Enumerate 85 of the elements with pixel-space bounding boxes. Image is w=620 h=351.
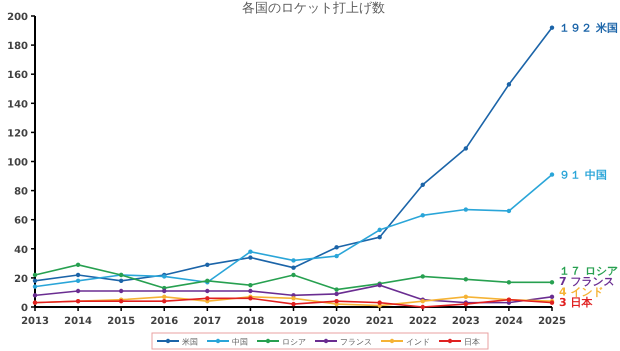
y-tick-label: 120 [7, 128, 28, 140]
point [464, 146, 468, 151]
x-tick-label: 2017 [193, 316, 222, 327]
legend-label: 日本 [464, 338, 480, 346]
legend-label: フランス [340, 338, 372, 346]
point [377, 300, 382, 305]
point [162, 298, 166, 304]
x-tick-label: 2021 [366, 316, 394, 327]
text: 4 インド [559, 286, 604, 298]
point [76, 278, 80, 284]
y-tick-label: 0 [21, 303, 28, 314]
point [464, 294, 468, 300]
point [420, 213, 425, 218]
legend-label: 米国 [182, 338, 198, 346]
text: ９１ 中国 [559, 168, 607, 182]
chart-title: 各国のロケット打上げ数 [242, 1, 385, 16]
point [420, 274, 425, 279]
point [32, 284, 38, 289]
point [76, 262, 80, 268]
point [334, 298, 339, 304]
point [334, 287, 339, 292]
point [118, 278, 124, 284]
legend-label: 中国 [232, 338, 248, 346]
point [506, 280, 512, 284]
point [550, 172, 554, 177]
point [32, 272, 38, 278]
x-tick-label: 2013 [21, 316, 49, 327]
point [464, 207, 468, 212]
point [205, 262, 210, 268]
legend-label: インド [406, 338, 430, 346]
x-tick-label: 2023 [452, 316, 480, 327]
point [334, 245, 339, 250]
x-tick-label: 2020 [322, 316, 351, 327]
point [550, 294, 554, 300]
point [291, 302, 296, 306]
point [32, 293, 38, 298]
x-tick-label: 2016 [150, 316, 178, 327]
legend-label: ロシア [282, 338, 306, 346]
point [248, 255, 253, 260]
x-tick-label: 2022 [408, 316, 437, 327]
y-tick-label: 100 [7, 158, 28, 168]
point [377, 234, 382, 240]
point [162, 294, 166, 300]
point [550, 25, 554, 30]
text: 3 日本 [559, 296, 594, 309]
point [334, 254, 339, 258]
y-tick-label: 200 [7, 12, 28, 23]
y-tick-label: 40 [14, 244, 28, 256]
point [248, 282, 253, 288]
y-tick-label: 180 [7, 41, 28, 52]
y-tick-label: 160 [7, 70, 28, 82]
text: １９２ 米国 [559, 22, 618, 35]
x-tick-label: 2015 [107, 316, 136, 327]
point [420, 304, 425, 310]
x-tick-label: 2014 [64, 316, 92, 327]
point [506, 208, 512, 214]
point [162, 288, 166, 294]
point [291, 258, 296, 263]
point [420, 182, 425, 187]
point [118, 288, 124, 294]
point [550, 280, 554, 284]
point [291, 296, 296, 300]
point [32, 278, 38, 284]
point [506, 82, 512, 87]
point [464, 277, 468, 282]
point [334, 292, 339, 296]
point [377, 228, 382, 232]
y-tick-label: 140 [7, 99, 28, 110]
y-tick-label: 80 [14, 186, 28, 198]
point [205, 288, 210, 294]
point [291, 266, 296, 270]
text: 7 フランス [559, 275, 614, 288]
x-tick-label: 2018 [236, 316, 264, 327]
point [76, 272, 80, 278]
point [248, 250, 253, 254]
x-tick-label: 2024 [494, 316, 523, 327]
point [248, 288, 253, 294]
x-tick-label: 2025 [538, 316, 566, 327]
y-tick-label: 20 [14, 274, 28, 285]
text: １７ ロシア [559, 264, 618, 278]
point [291, 272, 296, 278]
point [76, 288, 80, 294]
point [205, 296, 210, 300]
y-tick-label: 60 [14, 216, 28, 227]
x-tick-label: 2019 [280, 316, 308, 327]
